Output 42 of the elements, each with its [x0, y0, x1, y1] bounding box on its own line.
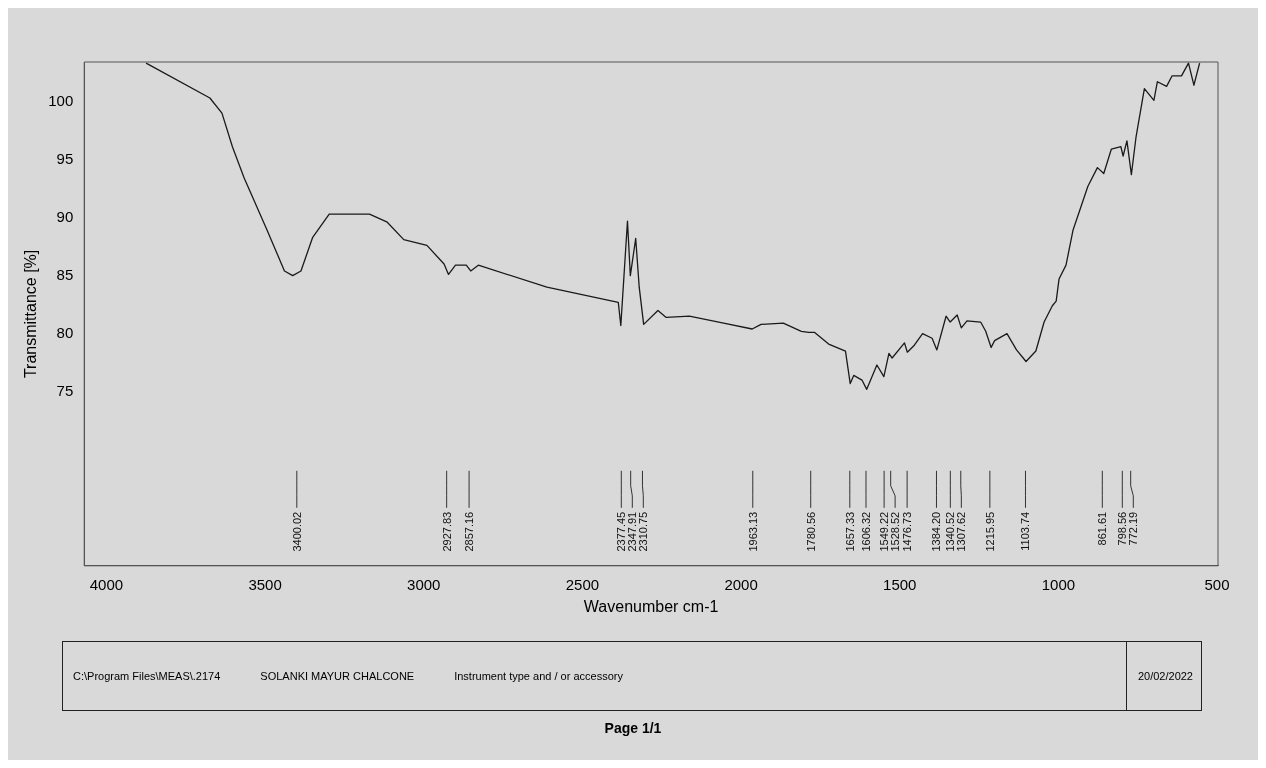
ref-line-label: 1528.52: [889, 511, 902, 552]
text: Page 1/1: [603, 720, 663, 736]
y-tick-label: 90: [56, 207, 74, 225]
ref-line-label: 1215.95: [983, 511, 996, 552]
ref-line-label: 2347.91: [626, 511, 639, 552]
y-tick-label: 75: [56, 381, 74, 399]
x-tick-label: 3000: [407, 575, 441, 593]
ref-line-label: 2310.75: [637, 511, 650, 552]
ref-line-label: 1103.74: [1019, 511, 1032, 551]
ref-line-label: 1657.33: [843, 511, 856, 552]
ref-line-label: 1549.22: [878, 511, 891, 552]
x-tick-label: 3500: [248, 575, 282, 593]
ref-line-label: 1307.62: [955, 511, 968, 552]
ref-line-label: 2927.83: [440, 511, 453, 552]
ref-line-label: 2857.16: [463, 511, 476, 552]
y-tick-label: 100: [48, 91, 74, 109]
ref-line-label: 772.19: [1127, 511, 1140, 546]
text: Instrument type and / or accessory: [454, 670, 623, 682]
ref-line-label: 1963.13: [746, 511, 759, 552]
x-tick-label: 4000: [89, 575, 124, 593]
ref-line-label: 1606.32: [859, 511, 872, 552]
x-tick-label: 500: [1204, 575, 1230, 593]
ref-line-label: 1476.73: [901, 511, 914, 552]
text: C:\Program Files\MEAS\.2174: [73, 670, 221, 682]
ref-line-label: 2377.45: [615, 511, 628, 552]
y-tick-label: 80: [56, 323, 74, 341]
ref-line-label: 3400.02: [290, 511, 303, 552]
ref-line-label: 1384.20: [930, 511, 943, 552]
ref-line-label: 1340.52: [944, 511, 957, 552]
x-tick-label: 1000: [1041, 575, 1076, 593]
ref-line-label: 1780.56: [804, 511, 817, 552]
text: 20/02/2022: [1136, 669, 1194, 684]
y-tick-label: 95: [56, 149, 74, 167]
x-axis-title: Wavenumber cm-1: [583, 597, 719, 615]
x-tick-label: 2500: [565, 575, 600, 593]
y-tick-label: 85: [56, 265, 74, 283]
x-tick-label: 1500: [883, 575, 917, 593]
y-axis-title: Transmittance [%]: [22, 249, 40, 379]
ref-line-label: 861.61: [1096, 511, 1109, 546]
x-tick-label: 2000: [724, 575, 758, 593]
text: SOLANKI MAYUR CHALCONE: [260, 670, 415, 682]
ref-line-label: 798.56: [1116, 511, 1129, 546]
